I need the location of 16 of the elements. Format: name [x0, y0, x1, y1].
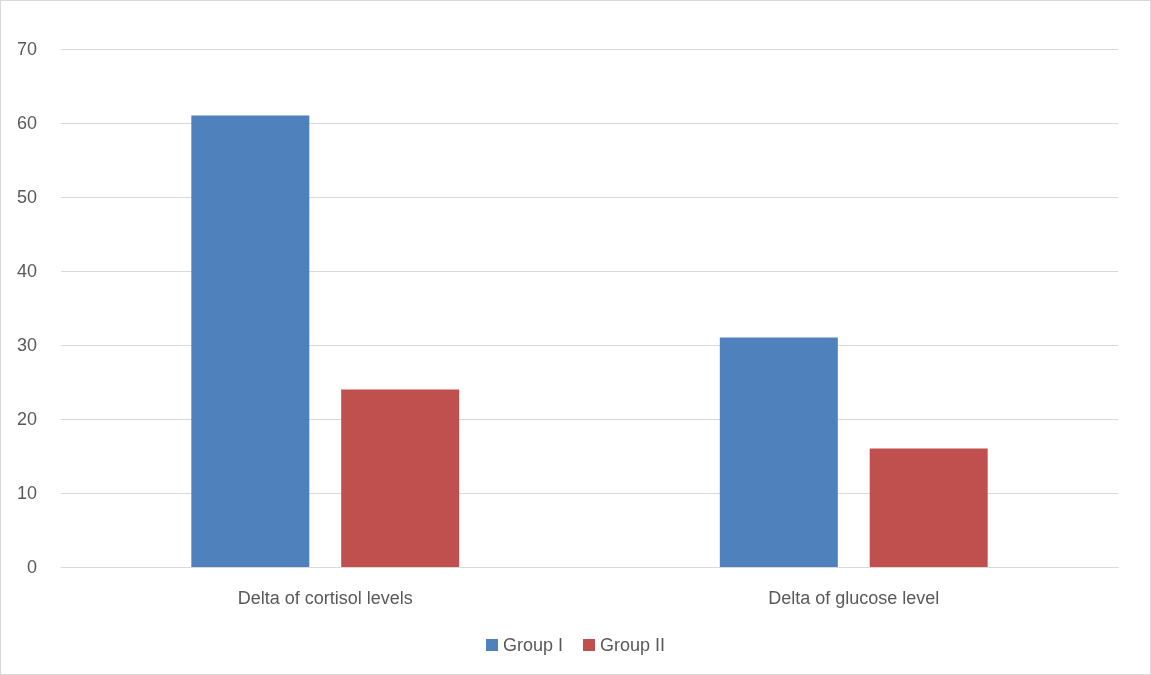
y-tick-label: 40 — [16, 261, 37, 281]
bar — [719, 337, 838, 567]
y-tick-label: 20 — [16, 409, 37, 429]
y-tick-label: 50 — [16, 187, 37, 207]
bar — [341, 389, 460, 567]
x-tick-label: Delta of cortisol levels — [237, 588, 413, 608]
y-tick-label: 60 — [16, 113, 37, 133]
bar — [191, 115, 310, 567]
legend-label: Group II — [600, 635, 666, 655]
y-tick-label: 0 — [26, 557, 37, 577]
bar — [869, 448, 988, 567]
y-tick-label: 30 — [16, 335, 37, 355]
legend-label: Group I — [502, 635, 563, 655]
x-tick-label: Delta of glucose level — [768, 588, 940, 608]
y-tick-label: 70 — [16, 39, 37, 59]
y-tick-label: 10 — [16, 483, 37, 503]
